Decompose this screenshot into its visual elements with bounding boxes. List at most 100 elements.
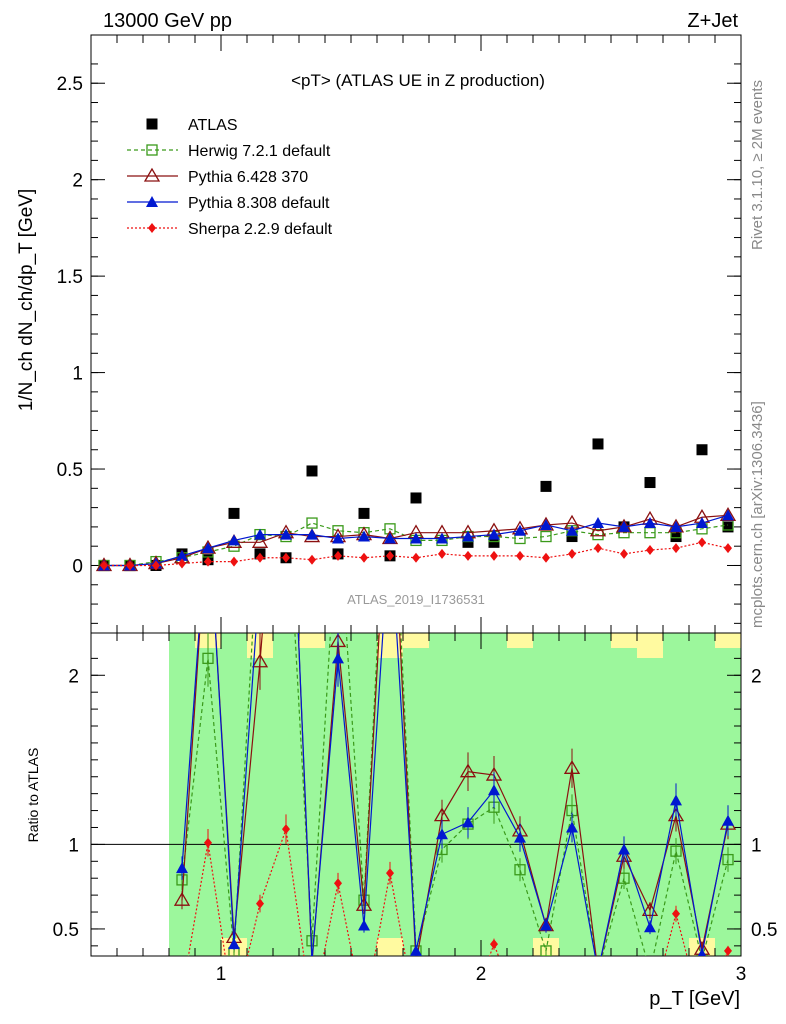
sherpa-2-2-9-default-point bbox=[464, 550, 472, 561]
sherpa-2-2-9-default-ratio-point bbox=[438, 975, 446, 985]
mcplots-credit-label: mcplots.cern.ch [arXiv:1306.3436] bbox=[749, 401, 766, 628]
pythia-8-308-default-ratio-point bbox=[670, 794, 682, 806]
sherpa-2-2-9-default-ratio-point bbox=[672, 908, 680, 919]
herwig-7-2-1-default-ratio-point bbox=[514, 864, 526, 876]
pythia-8-308-default-point bbox=[670, 520, 682, 532]
pythia-6-428-370-ratio-point bbox=[415, 954, 417, 956]
pythia-8-308-default-point bbox=[592, 517, 604, 529]
atlas-point bbox=[410, 492, 422, 504]
green-band-bin bbox=[611, 648, 637, 956]
green-band-bin bbox=[325, 633, 351, 956]
sherpa-2-2-9-default-ratio-point bbox=[724, 945, 732, 956]
green-band-bin bbox=[429, 633, 455, 956]
herwig-7-2-1-default-ratio-point bbox=[202, 652, 214, 665]
y-tick-label: 0.5 bbox=[57, 460, 83, 481]
green-band-bin bbox=[507, 648, 533, 956]
sherpa-2-2-9-default-ratio-point bbox=[412, 1008, 420, 1018]
atlas-point bbox=[540, 480, 552, 492]
sherpa-2-2-9-default-point bbox=[542, 552, 550, 563]
green-band-bin bbox=[195, 648, 221, 956]
herwig-7-2-1-default-ratio-point bbox=[722, 853, 734, 866]
y-tick-label: 1.5 bbox=[57, 267, 83, 288]
legend-entry-pythia-6-428-370: Pythia 6.428 370 bbox=[188, 169, 308, 186]
sherpa-2-2-9-default-point bbox=[724, 543, 732, 554]
herwig-7-2-1-default-point bbox=[306, 517, 318, 529]
sherpa-2-2-9-default-ratio-point bbox=[464, 1008, 472, 1018]
pythia-8-308-default-ratio-point bbox=[618, 843, 630, 855]
pythia-8-308-default-ratio-point bbox=[332, 652, 344, 664]
legend-marker bbox=[143, 167, 161, 182]
pythia-8-308-default-point bbox=[566, 524, 578, 536]
sherpa-2-2-9-default-ratio-point bbox=[308, 1008, 316, 1018]
pythia-8-308-default-ratio-point bbox=[514, 831, 526, 843]
sherpa-2-2-9-default-ratio-point bbox=[282, 824, 290, 835]
pythia-8-308-default-point bbox=[644, 517, 656, 529]
green-band-bin bbox=[273, 633, 299, 956]
pythia-8-308-default-point bbox=[488, 528, 500, 540]
sherpa-2-2-9-default-point bbox=[100, 560, 108, 571]
sherpa-2-2-9-default-ratio-point bbox=[204, 837, 212, 848]
sherpa-2-2-9-default-point bbox=[178, 558, 186, 569]
herwig-7-2-1-default-ratio-point bbox=[593, 966, 603, 976]
pythia-8-308-default-point bbox=[358, 530, 370, 542]
pythia-6-428-370-ratio-point bbox=[311, 954, 313, 956]
pythia-8-308-default-point bbox=[540, 518, 552, 530]
pythia-6-428-370-point bbox=[251, 534, 269, 548]
pythia-8-308-default-ratio-point bbox=[540, 919, 552, 931]
sherpa-2-2-9-default-point bbox=[516, 550, 524, 561]
ratio-y-tick-label: 1 bbox=[68, 835, 79, 856]
y-tick-label: 2.5 bbox=[57, 74, 83, 95]
legend-entry-sherpa-2-2-9-default: Sherpa 2.2.9 default bbox=[188, 221, 333, 238]
energy-label: 13000 GeV pp bbox=[103, 10, 232, 32]
pythia-6-428-370-ratio-point bbox=[591, 964, 605, 976]
sherpa-2-2-9-default-ratio-point bbox=[178, 988, 186, 998]
pythia-8-308-default-point bbox=[228, 534, 240, 546]
pythia-8-308-default-ratio-point bbox=[462, 816, 474, 828]
sherpa-2-2-9-default-point bbox=[386, 550, 394, 561]
green-band-bin bbox=[689, 633, 715, 938]
sherpa-2-2-9-default-point bbox=[490, 550, 498, 561]
ratio-y-tick-label: 0.5 bbox=[53, 920, 79, 941]
sherpa-2-2-9-default-point bbox=[152, 560, 160, 571]
pythia-6-428-370-ratio-point bbox=[355, 896, 373, 911]
sherpa-2-2-9-default-ratio-point bbox=[360, 1008, 368, 1018]
pythia-8-308-default-point bbox=[618, 520, 630, 532]
pythia-8-308-default-ratio-line bbox=[181, 633, 729, 956]
pythia-8-308-default-ratio-point bbox=[358, 919, 370, 931]
pythia-8-308-default-point bbox=[410, 532, 422, 544]
herwig-7-2-1-default-point bbox=[592, 528, 604, 541]
pythia-8-308-default-ratio-point bbox=[722, 814, 734, 826]
sherpa-2-2-9-default-point bbox=[412, 552, 420, 563]
ratio-y-tick-label-right: 0.5 bbox=[751, 920, 777, 941]
ratio-plot-series bbox=[173, 400, 737, 1018]
herwig-7-2-1-default-ratio-point bbox=[255, 501, 265, 511]
pythia-8-308-default-point bbox=[202, 542, 214, 554]
legend-marker bbox=[146, 144, 158, 156]
herwig-7-2-1-default-ratio-point bbox=[385, 400, 395, 410]
sherpa-2-2-9-default-point bbox=[698, 537, 706, 548]
sherpa-2-2-9-default-point bbox=[204, 556, 212, 567]
pythia-8-308-default-point bbox=[254, 528, 266, 540]
green-band-bin bbox=[455, 633, 481, 956]
x-tick-label: 3 bbox=[736, 964, 747, 985]
x-tick-label: 2 bbox=[476, 964, 487, 985]
pythia-8-308-default-point bbox=[384, 532, 396, 544]
atlas-point bbox=[670, 531, 682, 543]
sherpa-2-2-9-default-ratio-point bbox=[568, 1008, 576, 1018]
plot-title: <pT> (ATLAS UE in Z production) bbox=[291, 71, 545, 90]
sherpa-2-2-9-default-ratio-point bbox=[386, 868, 394, 879]
sherpa-2-2-9-default-ratio-point bbox=[490, 939, 498, 950]
legend-entry-pythia-8-308-default: Pythia 8.308 default bbox=[188, 195, 330, 212]
pythia-8-308-default-ratio-point bbox=[410, 944, 422, 956]
atlas-point bbox=[228, 507, 240, 519]
pythia-8-308-default-ratio-point bbox=[384, 517, 396, 528]
sherpa-2-2-9-default-ratio-point bbox=[594, 1008, 602, 1018]
sherpa-2-2-9-default-point bbox=[620, 548, 628, 559]
sherpa-2-2-9-default-point bbox=[568, 548, 576, 559]
green-band-bin bbox=[715, 648, 741, 956]
analysis-watermark: ATLAS_2019_I1736531 bbox=[347, 592, 485, 607]
legend-marker bbox=[148, 223, 156, 233]
pythia-6-428-370-ratio-point bbox=[201, 499, 215, 511]
herwig-7-2-1-default-ratio-point bbox=[281, 467, 291, 477]
